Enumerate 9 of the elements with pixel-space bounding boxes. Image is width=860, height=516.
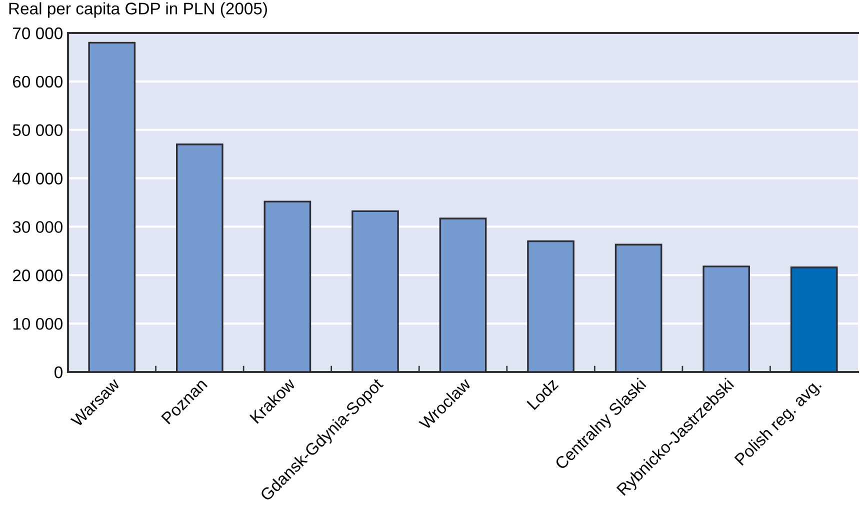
y-tick-label: 10 000 <box>13 318 62 330</box>
y-tick-label: 40 000 <box>12 172 62 184</box>
y-tick-label: 30 000 <box>12 221 62 233</box>
y-tick-label: 60 000 <box>13 76 62 88</box>
y-tick-label: 0 <box>54 366 62 378</box>
chart-title: Real per capita GDP in PLN (2005) <box>9 2 267 18</box>
y-tick-label: 20 000 <box>13 270 62 282</box>
y-tick-label: 70 000 <box>13 27 62 40</box>
y-tick-label: 50 000 <box>12 124 62 136</box>
